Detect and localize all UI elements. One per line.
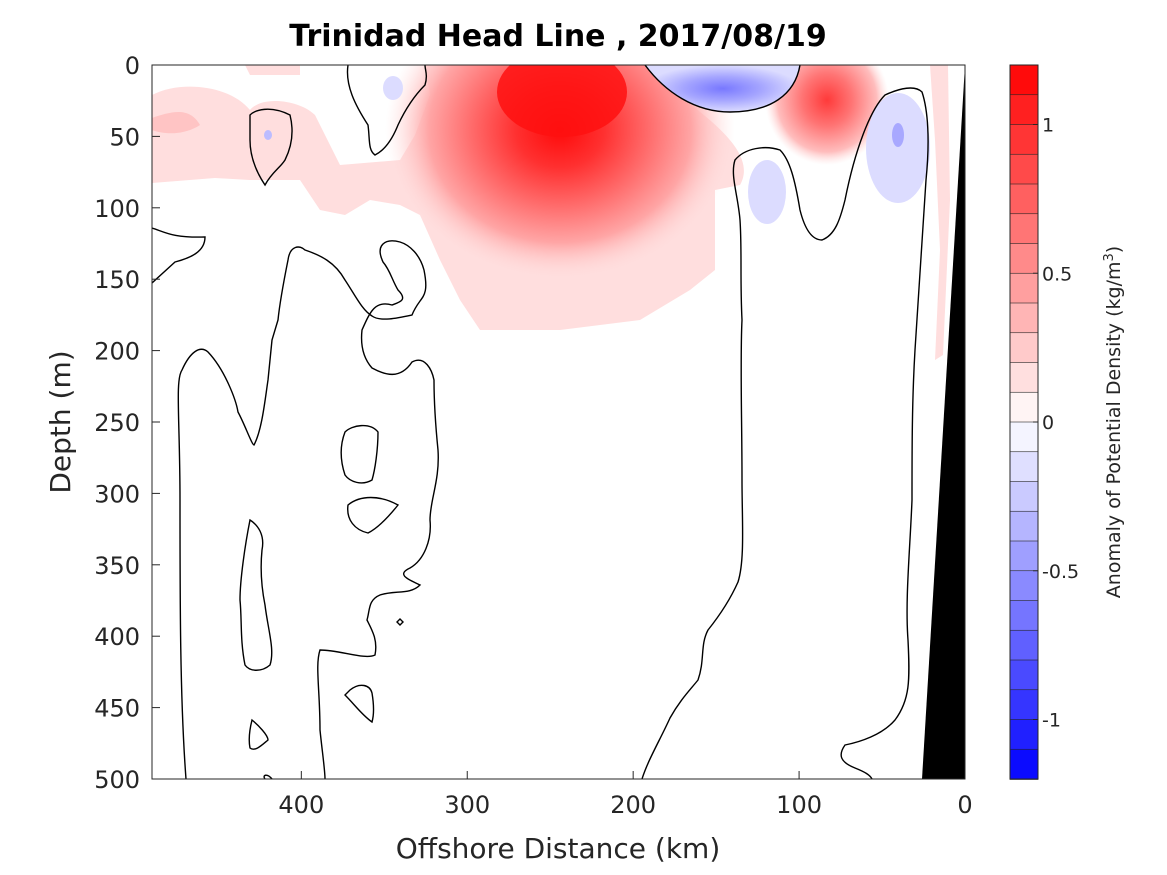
colorbar-level (1009, 629, 1039, 661)
y-tick-label: 200 (94, 338, 140, 366)
negative-anomaly-right-core (892, 123, 904, 147)
colorbar: 1 0.5 0 -0.5 -1 (1009, 64, 1079, 780)
colorbar-level (1009, 659, 1039, 691)
colorbar-level (1009, 64, 1039, 96)
y-tick-label: 300 (94, 480, 140, 508)
x-tick-label: 300 (444, 791, 490, 819)
x-tick-label: 0 (957, 791, 972, 819)
colorbar-level (1009, 540, 1039, 572)
y-axis: 0 50 100 150 200 250 300 350 400 450 500 (94, 52, 160, 794)
colorbar-level (1009, 213, 1039, 245)
colorbar-level (1009, 421, 1039, 453)
colorbar-tick-label: 0 (1042, 412, 1054, 434)
colorbar-level (1009, 272, 1039, 304)
x-tick-label: 200 (610, 791, 656, 819)
positive-anomaly-edge (930, 65, 950, 360)
colorbar-level (1009, 570, 1039, 602)
colorbar-label-suffix: ) (1103, 246, 1125, 253)
colorbar-tick-label: -0.5 (1042, 561, 1079, 583)
y-tick-label: 50 (109, 123, 140, 151)
x-tick-label: 100 (776, 791, 822, 819)
y-tick-label: 350 (94, 552, 140, 580)
y-tick-label: 400 (94, 623, 140, 651)
colorbar-level (1009, 332, 1039, 364)
colorbar-tick-label: -1 (1042, 710, 1061, 732)
colorbar-level (1009, 719, 1039, 751)
colorbar-level (1009, 391, 1039, 423)
colorbar-label-superscript: 3 (1102, 253, 1117, 261)
x-tick-label: 400 (278, 791, 324, 819)
colorbar-level (1009, 748, 1039, 780)
negative-anomaly-small (383, 76, 403, 100)
positive-anomaly-left-patch (152, 112, 200, 134)
colorbar-border (1009, 64, 1039, 780)
y-tick-label: 250 (94, 409, 140, 437)
colorbar-level (1009, 510, 1039, 542)
y-tick-label: 500 (94, 766, 140, 794)
colorbar-level (1009, 153, 1039, 185)
colorbar-level (1009, 600, 1039, 632)
negative-anomaly-top (645, 65, 800, 112)
positive-anomaly-core (385, 65, 735, 280)
negative-anomaly-tiny (264, 130, 272, 140)
y-axis-label: Depth (m) (44, 350, 77, 493)
y-tick-label: 100 (94, 195, 140, 223)
negative-anomaly-right (866, 93, 930, 203)
negative-anomaly-mid (748, 160, 786, 224)
colorbar-level (1009, 94, 1039, 126)
colorbar-level (1009, 302, 1039, 334)
x-axis-label: Offshore Distance (km) (396, 832, 721, 865)
colorbar-label-text: Anomaly of Potential Density (kg/m (1103, 262, 1125, 599)
colorbar-level (1009, 689, 1039, 721)
colorbar-level (1009, 183, 1039, 215)
colorbar-level (1009, 243, 1039, 275)
plot-area (152, 65, 965, 779)
colorbar-level (1009, 362, 1039, 394)
positive-anomaly-right (765, 65, 889, 165)
y-tick-label: 450 (94, 695, 140, 723)
land-mask (922, 65, 965, 779)
colorbar-tick-label: 1 (1042, 115, 1054, 137)
chart-title: Trinidad Head Line , 2017/08/19 (289, 19, 826, 54)
y-tick-label: 0 (125, 52, 140, 80)
colorbar-label: Anomaly of Potential Density (kg/m3) (1102, 246, 1126, 598)
y-tick-label: 150 (94, 266, 140, 294)
colorbar-level (1009, 124, 1039, 156)
zero-contours (152, 65, 929, 779)
positive-anomaly-core-inner (497, 65, 627, 137)
colorbar-tick-label: 0.5 (1042, 263, 1072, 285)
colorbar-level (1009, 451, 1039, 483)
x-axis: 400 300 200 100 0 (278, 771, 973, 819)
colorbar-level (1009, 481, 1039, 513)
